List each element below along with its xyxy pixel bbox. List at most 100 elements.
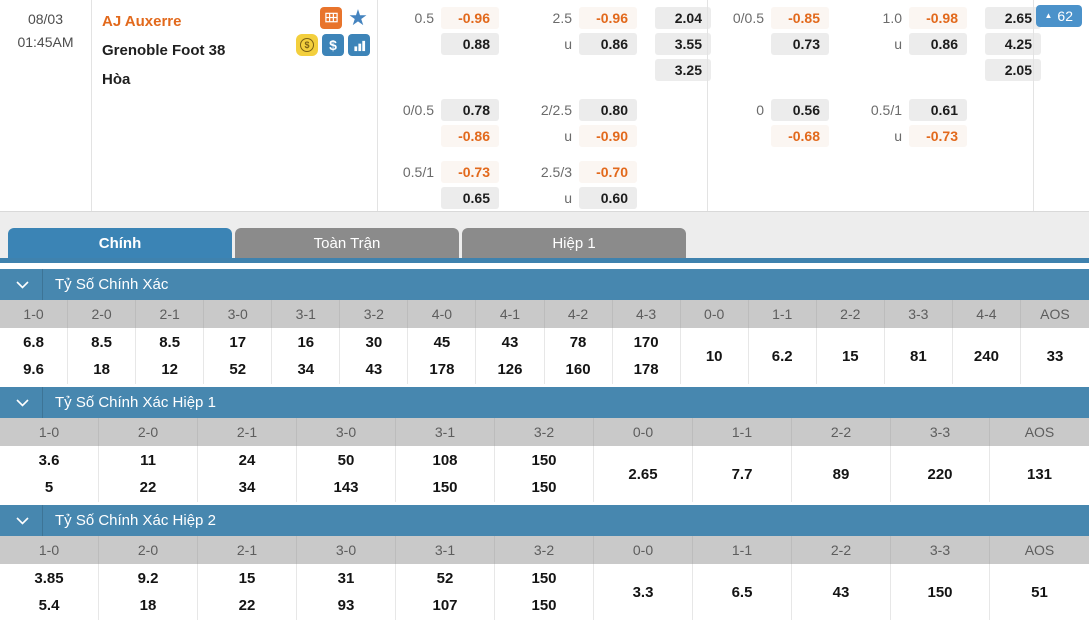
score-odds-cell[interactable]: 6.8 9.6: [0, 328, 69, 384]
score-odds-cell[interactable]: 8.5 18: [68, 328, 137, 384]
score-odds-cell[interactable]: 8.5 12: [136, 328, 205, 384]
ou-odds-pill[interactable]: 0.60: [579, 187, 637, 209]
score-odds-value: 7.7: [731, 465, 753, 483]
score-odds-value: 33: [1046, 347, 1064, 365]
score-odds-value: 43: [501, 334, 519, 351]
score-col-header: 1-0: [0, 536, 99, 564]
ou-odds-pill[interactable]: -0.90: [579, 125, 637, 147]
score-odds-cell[interactable]: 3.85 5.4: [0, 564, 99, 620]
score-odds-cell[interactable]: 220: [891, 446, 990, 502]
ou-line-label: 2/2.5: [540, 102, 572, 118]
section-header[interactable]: Tỷ Số Chính Xác: [0, 269, 1089, 300]
coin-icon[interactable]: $: [296, 34, 318, 56]
1x2-odds-pill[interactable]: 3.25: [655, 59, 711, 81]
ou-odds-pill[interactable]: 0.86: [909, 33, 967, 55]
ou-odds-pill[interactable]: 0.80: [579, 99, 637, 121]
score-odds-cell[interactable]: 45 178: [408, 328, 477, 384]
match-date: 08/03: [27, 11, 64, 27]
tab-0[interactable]: Chính: [8, 228, 232, 258]
score-odds-cell[interactable]: 131: [990, 446, 1089, 502]
1x2-odds-pill[interactable]: 2.65: [985, 7, 1041, 29]
score-odds-cell[interactable]: 3.3: [594, 564, 693, 620]
under-label: u: [894, 128, 902, 144]
score-odds-cell[interactable]: 30 43: [340, 328, 409, 384]
score-odds-cell[interactable]: 10: [681, 328, 749, 384]
score-odds-cell[interactable]: 50 143: [297, 446, 396, 502]
stats-icon[interactable]: [348, 34, 370, 56]
1x2-odds-pill[interactable]: 4.25: [985, 33, 1041, 55]
score-odds-cell[interactable]: 78 160: [545, 328, 613, 384]
score-odds-cell[interactable]: 11 22: [99, 446, 198, 502]
score-col-header: 1-0: [0, 418, 99, 446]
score-odds-cell[interactable]: 89: [792, 446, 891, 502]
star-icon[interactable]: ★: [348, 5, 368, 30]
1x2-odds-pill[interactable]: 2.04: [655, 7, 711, 29]
away-team-name[interactable]: Grenoble Foot 38: [102, 42, 226, 59]
ou-odds-pill[interactable]: -0.98: [909, 7, 967, 29]
ou-odds-pill[interactable]: -0.73: [909, 125, 967, 147]
score-odds-cell[interactable]: 24 34: [198, 446, 297, 502]
score-odds-cell[interactable]: 240: [953, 328, 1021, 384]
score-odds-cell[interactable]: 6.2: [749, 328, 817, 384]
1x2-odds-pill[interactable]: 2.05: [985, 59, 1041, 81]
score-odds-cell[interactable]: 15: [817, 328, 885, 384]
handicap-odds-pill[interactable]: -0.68: [771, 125, 829, 147]
score-odds-cell[interactable]: 6.5: [693, 564, 792, 620]
ou-odds-pill[interactable]: 0.86: [579, 33, 637, 55]
ou-line-label: 2.5: [552, 10, 572, 26]
score-odds-cell[interactable]: 16 34: [272, 328, 341, 384]
score-odds-value: 89: [832, 465, 850, 483]
score-odds-cell[interactable]: 52 107: [396, 564, 495, 620]
1x2-odds-pill[interactable]: 3.55: [655, 33, 711, 55]
score-odds-value: 93: [337, 597, 355, 614]
score-odds-cell[interactable]: 108 150: [396, 446, 495, 502]
handicap-odds-pill[interactable]: -0.96: [441, 7, 499, 29]
live-count-badge[interactable]: ▲ 62: [1035, 5, 1082, 27]
section-header[interactable]: Tỷ Số Chính Xác Hiệp 2: [0, 505, 1089, 536]
chevron-down-icon[interactable]: [16, 398, 29, 407]
score-odds-cell[interactable]: 43: [792, 564, 891, 620]
match-datetime: 08/03 01:45AM: [0, 0, 92, 211]
score-odds-cell[interactable]: 43 126: [476, 328, 545, 384]
chevron-down-icon[interactable]: [16, 516, 29, 525]
handicap-odds-pill[interactable]: 0.56: [771, 99, 829, 121]
handicap-odds-pill[interactable]: -0.85: [771, 7, 829, 29]
ou-line-label: 1.0: [882, 10, 902, 26]
ou-odds-pill[interactable]: -0.96: [579, 7, 637, 29]
ou-odds-pill[interactable]: -0.70: [579, 161, 637, 183]
chevron-down-icon[interactable]: [16, 280, 29, 289]
handicap-odds-pill[interactable]: -0.86: [441, 125, 499, 147]
score-table-body: 3.85 5.4 9.2 18 15 22 31 93 52 107 150 150 3.3 6.5 43 1…: [0, 564, 1089, 620]
handicap-odds-pill[interactable]: -0.73: [441, 161, 499, 183]
handicap-odds-pill[interactable]: 0.73: [771, 33, 829, 55]
score-odds-value: 24: [238, 452, 256, 469]
score-col-header: AOS: [1024, 424, 1055, 440]
handicap-odds-pill[interactable]: 0.88: [441, 33, 499, 55]
dollar-icon[interactable]: $: [322, 34, 344, 56]
score-odds-cell[interactable]: 150 150: [495, 446, 594, 502]
score-odds-cell[interactable]: 2.65: [594, 446, 693, 502]
score-odds-cell[interactable]: 51: [990, 564, 1089, 620]
tab-1[interactable]: Toàn Trận: [235, 228, 459, 258]
score-col-header: 4-1: [476, 300, 545, 328]
handicap-odds-pill[interactable]: 0.65: [441, 187, 499, 209]
goal-icon[interactable]: [320, 7, 342, 29]
score-odds-cell[interactable]: 150: [891, 564, 990, 620]
score-odds-cell[interactable]: 7.7: [693, 446, 792, 502]
score-odds-cell[interactable]: 3.6 5: [0, 446, 99, 502]
handicap-odds-pill[interactable]: 0.78: [441, 99, 499, 121]
score-odds-cell[interactable]: 33: [1021, 328, 1089, 384]
tab-2[interactable]: Hiệp 1: [462, 228, 686, 258]
score-odds-value: 52: [229, 361, 247, 378]
score-odds-cell[interactable]: 9.2 18: [99, 564, 198, 620]
score-odds-cell[interactable]: 31 93: [297, 564, 396, 620]
score-odds-cell[interactable]: 150 150: [495, 564, 594, 620]
home-team-name[interactable]: AJ Auxerre: [102, 13, 182, 30]
score-odds-cell[interactable]: 17 52: [204, 328, 273, 384]
score-odds-cell[interactable]: 170 178: [613, 328, 681, 384]
score-col-header: 0-0: [594, 418, 693, 446]
score-odds-cell[interactable]: 15 22: [198, 564, 297, 620]
section-header[interactable]: Tỷ Số Chính Xác Hiệp 1: [0, 387, 1089, 418]
score-odds-cell[interactable]: 81: [885, 328, 953, 384]
ou-odds-pill[interactable]: 0.61: [909, 99, 967, 121]
